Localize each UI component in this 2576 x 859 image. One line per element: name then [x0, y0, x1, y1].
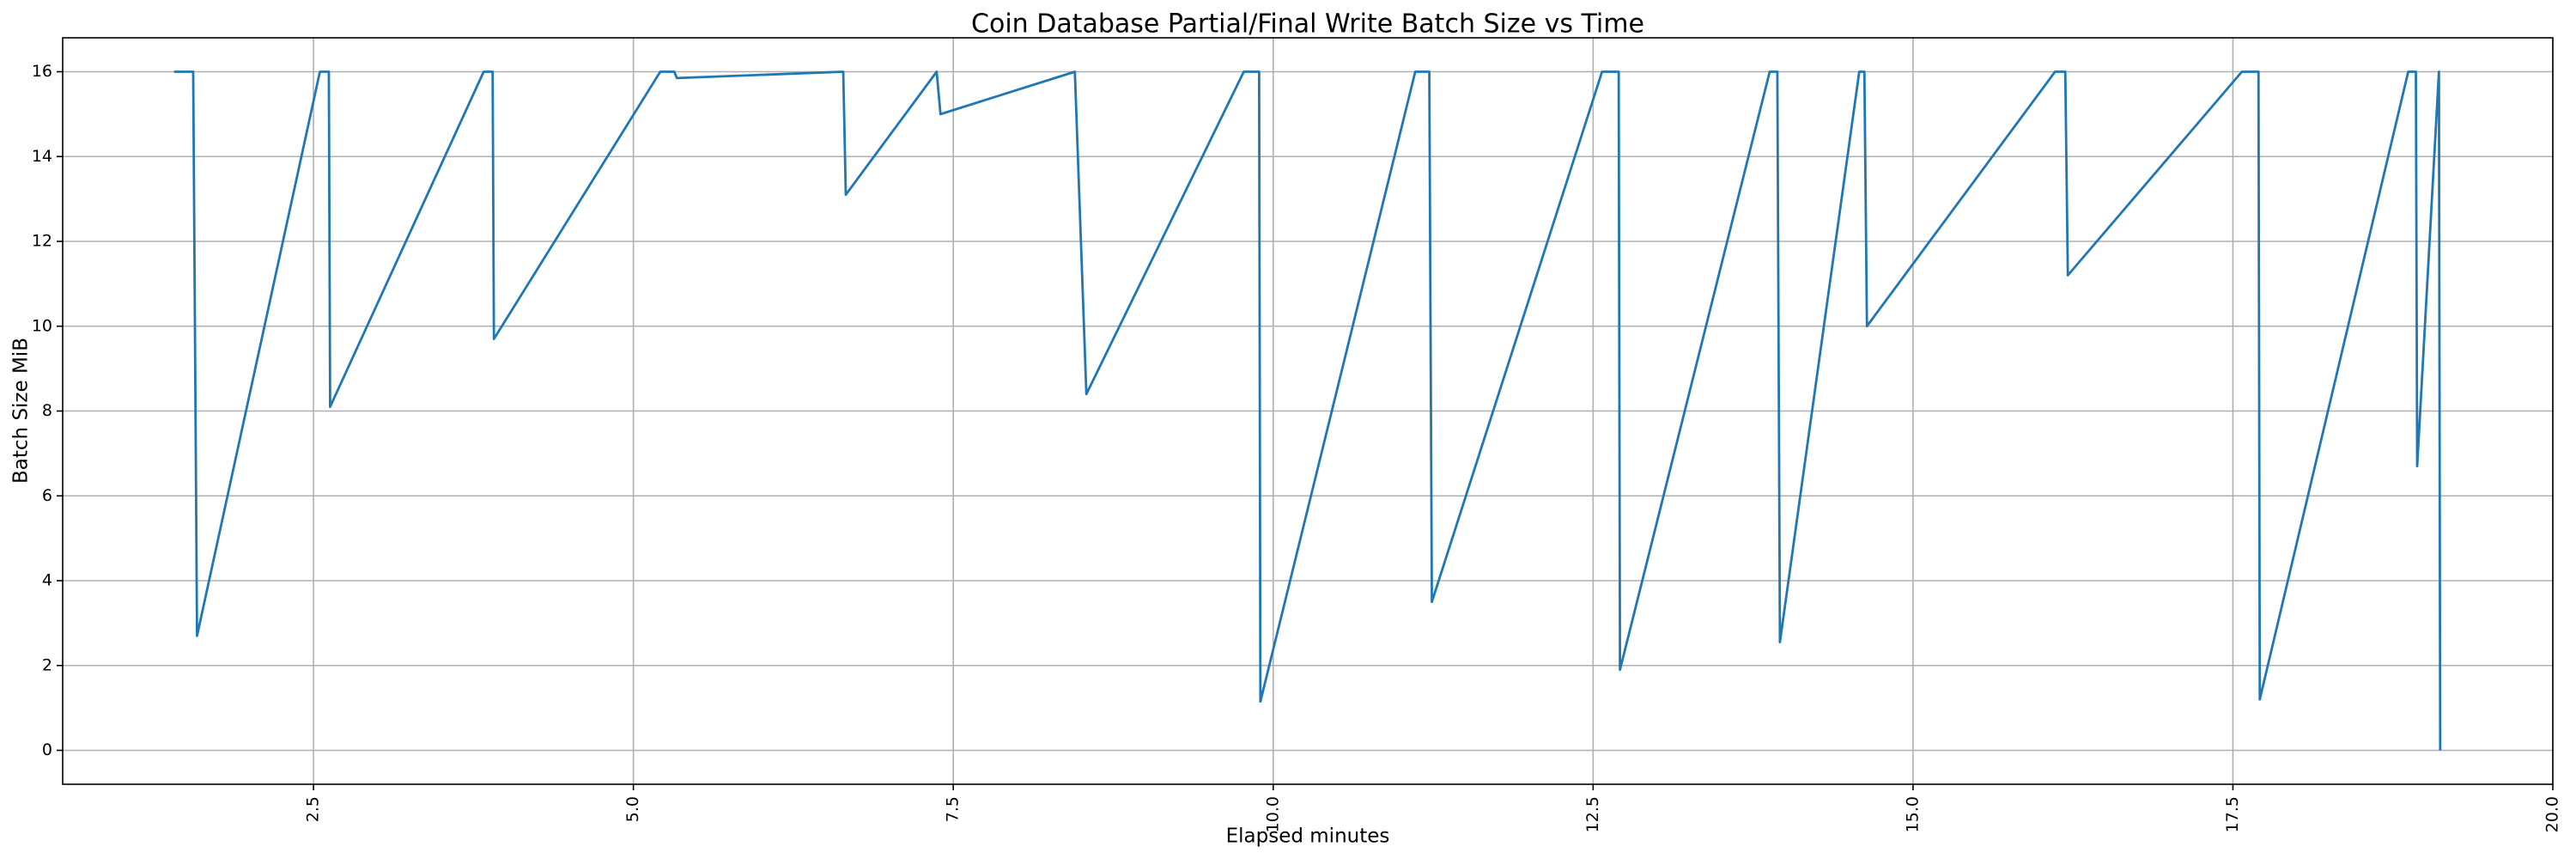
y-tick-label: 0 [42, 740, 52, 759]
x-tick-label: 17.5 [2223, 796, 2242, 832]
x-tick-label: 2.5 [304, 796, 323, 822]
y-axis-label: Batch Size MiB [10, 338, 33, 484]
x-tick-label: 20.0 [2543, 796, 2562, 832]
y-tick-label: 2 [42, 655, 52, 674]
chart-title: Coin Database Partial/Final Write Batch … [971, 9, 1644, 40]
y-tick-label: 8 [42, 401, 52, 420]
x-tick-label: 7.5 [944, 796, 963, 822]
x-tick-label: 15.0 [1903, 796, 1922, 832]
y-tick-label: 10 [32, 316, 52, 335]
y-tick-label: 6 [42, 486, 52, 505]
data-line [173, 70, 2442, 751]
x-axis-label: Elapsed minutes [1226, 825, 1390, 848]
x-tick-label: 10.0 [1263, 796, 1282, 832]
y-tick-label: 16 [32, 62, 52, 81]
y-tick-label: 12 [32, 232, 52, 251]
plot-frame [62, 37, 2554, 785]
y-tick-label: 14 [32, 147, 52, 166]
x-tick-label: 12.5 [1583, 796, 1602, 832]
y-tick-label: 4 [42, 571, 52, 590]
x-tick-label: 5.0 [623, 796, 642, 822]
